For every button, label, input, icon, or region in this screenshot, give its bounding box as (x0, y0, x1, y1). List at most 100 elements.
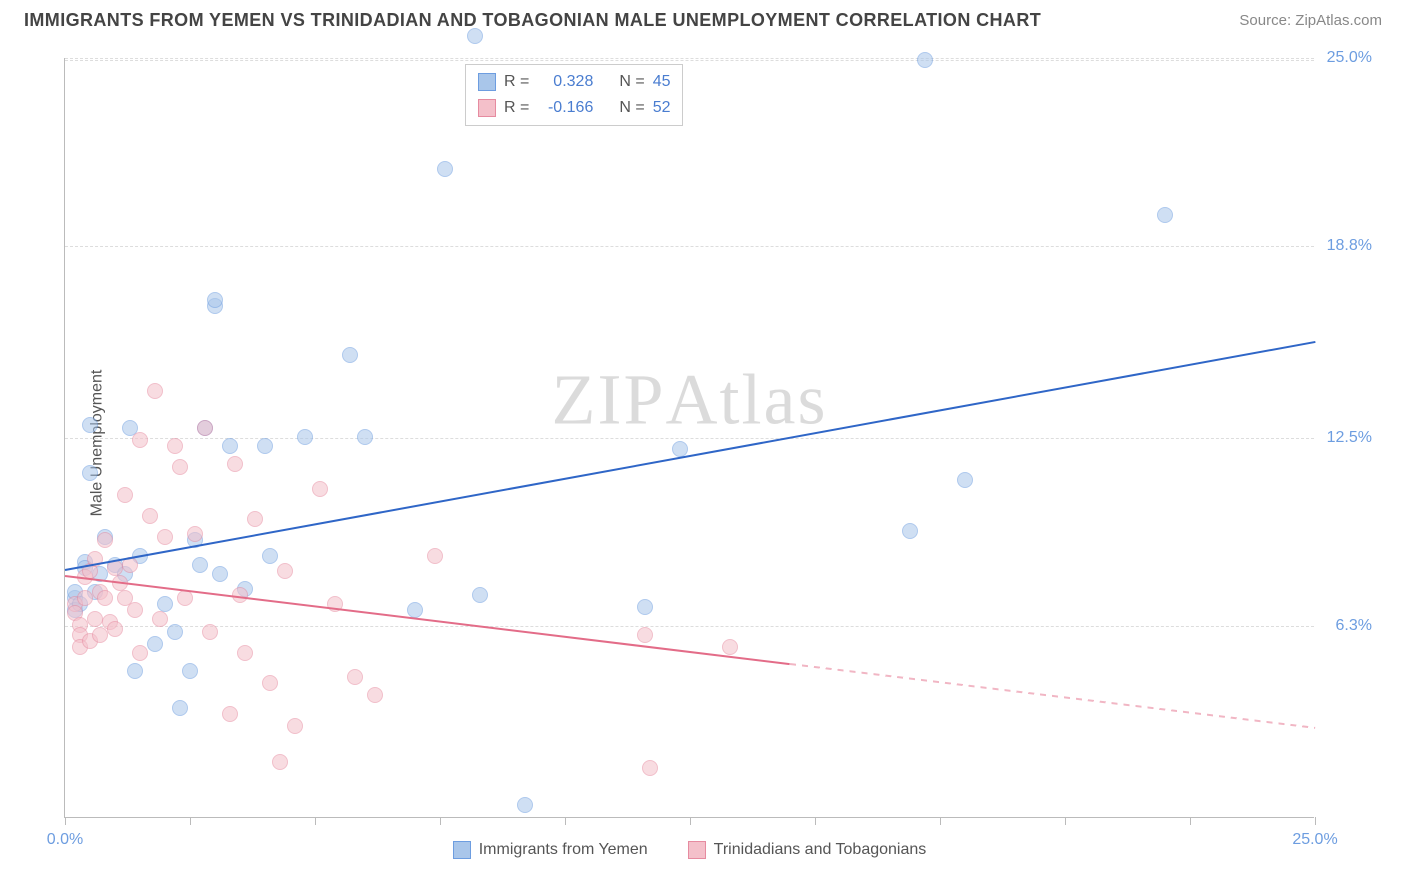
stats-row: R = -0.166 N = 52 (478, 95, 670, 121)
n-label: N = (619, 99, 644, 117)
chart-legend: Immigrants from Yemen Trinidadians and T… (65, 841, 1314, 859)
scatter-plot: ZIPAtlas R = 0.328 N = 45 R = -0.166 N =… (64, 58, 1314, 818)
scatter-point (227, 456, 243, 472)
gridline (65, 60, 1314, 61)
scatter-point (132, 432, 148, 448)
gridline (65, 246, 1314, 247)
y-tick-label: 12.5% (1327, 429, 1372, 447)
scatter-point (222, 706, 238, 722)
series-swatch-icon (478, 73, 496, 91)
scatter-point (182, 663, 198, 679)
legend-item: Immigrants from Yemen (453, 841, 648, 859)
chart-header: IMMIGRANTS FROM YEMEN VS TRINIDADIAN AND… (0, 0, 1406, 37)
scatter-point (642, 760, 658, 776)
scatter-point (117, 487, 133, 503)
scatter-point (152, 611, 168, 627)
y-tick-label: 6.3% (1336, 617, 1372, 635)
scatter-point (467, 28, 483, 44)
x-tick (940, 817, 941, 825)
r-label: R = (504, 73, 529, 91)
x-tick (1065, 817, 1066, 825)
scatter-point (287, 718, 303, 734)
stats-row: R = 0.328 N = 45 (478, 69, 670, 95)
scatter-point (142, 508, 158, 524)
scatter-point (187, 526, 203, 542)
gridline (65, 58, 1314, 59)
scatter-point (247, 511, 263, 527)
scatter-point (262, 548, 278, 564)
legend-swatch-icon (453, 841, 471, 859)
x-tick (1190, 817, 1191, 825)
x-tick-label: 0.0% (47, 831, 83, 849)
scatter-point (97, 590, 113, 606)
scatter-point (517, 797, 533, 813)
scatter-point (172, 700, 188, 716)
x-tick (1315, 817, 1316, 825)
correlation-stats-box: R = 0.328 N = 45 R = -0.166 N = 52 (465, 64, 683, 126)
scatter-point (437, 161, 453, 177)
legend-item: Trinidadians and Tobagonians (688, 841, 927, 859)
series-swatch-icon (478, 99, 496, 117)
gridline (65, 626, 1314, 627)
scatter-point (132, 645, 148, 661)
source-name: ZipAtlas.com (1295, 12, 1382, 29)
trend-line (65, 575, 790, 665)
scatter-point (367, 687, 383, 703)
scatter-point (177, 590, 193, 606)
x-tick (815, 817, 816, 825)
y-tick-label: 25.0% (1327, 49, 1372, 67)
scatter-point (167, 438, 183, 454)
scatter-point (77, 590, 93, 606)
scatter-point (277, 563, 293, 579)
scatter-point (147, 636, 163, 652)
n-value: 45 (653, 73, 671, 91)
chart-title: IMMIGRANTS FROM YEMEN VS TRINIDADIAN AND… (24, 10, 1041, 31)
scatter-point (917, 52, 933, 68)
trend-line (65, 341, 1315, 571)
scatter-point (637, 599, 653, 615)
scatter-point (637, 627, 653, 643)
n-label: N = (619, 73, 644, 91)
scatter-point (272, 754, 288, 770)
scatter-point (157, 529, 173, 545)
scatter-point (262, 675, 278, 691)
watermark: ZIPAtlas (552, 358, 828, 441)
scatter-point (127, 663, 143, 679)
x-tick (190, 817, 191, 825)
scatter-point (357, 429, 373, 445)
n-value: 52 (653, 99, 671, 117)
chart-area: Male Unemployment ZIPAtlas R = 0.328 N =… (56, 48, 1366, 838)
scatter-point (347, 669, 363, 685)
r-value: -0.166 (537, 99, 593, 117)
scatter-point (312, 481, 328, 497)
scatter-point (167, 624, 183, 640)
x-tick (315, 817, 316, 825)
scatter-point (82, 465, 98, 481)
gridline (65, 438, 1314, 439)
r-label: R = (504, 99, 529, 117)
x-tick (440, 817, 441, 825)
r-value: 0.328 (537, 73, 593, 91)
scatter-point (207, 292, 223, 308)
scatter-point (87, 611, 103, 627)
scatter-point (147, 383, 163, 399)
x-tick (65, 817, 66, 825)
scatter-point (902, 523, 918, 539)
scatter-point (342, 347, 358, 363)
legend-label: Immigrants from Yemen (479, 841, 648, 859)
y-tick-label: 18.8% (1327, 237, 1372, 255)
source-prefix: Source: (1239, 12, 1295, 29)
scatter-point (257, 438, 273, 454)
scatter-point (97, 532, 113, 548)
scatter-point (197, 420, 213, 436)
scatter-point (212, 566, 228, 582)
scatter-point (172, 459, 188, 475)
x-tick (565, 817, 566, 825)
trend-line (790, 663, 1315, 729)
scatter-point (192, 557, 208, 573)
scatter-point (472, 587, 488, 603)
scatter-point (957, 472, 973, 488)
scatter-point (1157, 207, 1173, 223)
scatter-point (237, 645, 253, 661)
legend-swatch-icon (688, 841, 706, 859)
